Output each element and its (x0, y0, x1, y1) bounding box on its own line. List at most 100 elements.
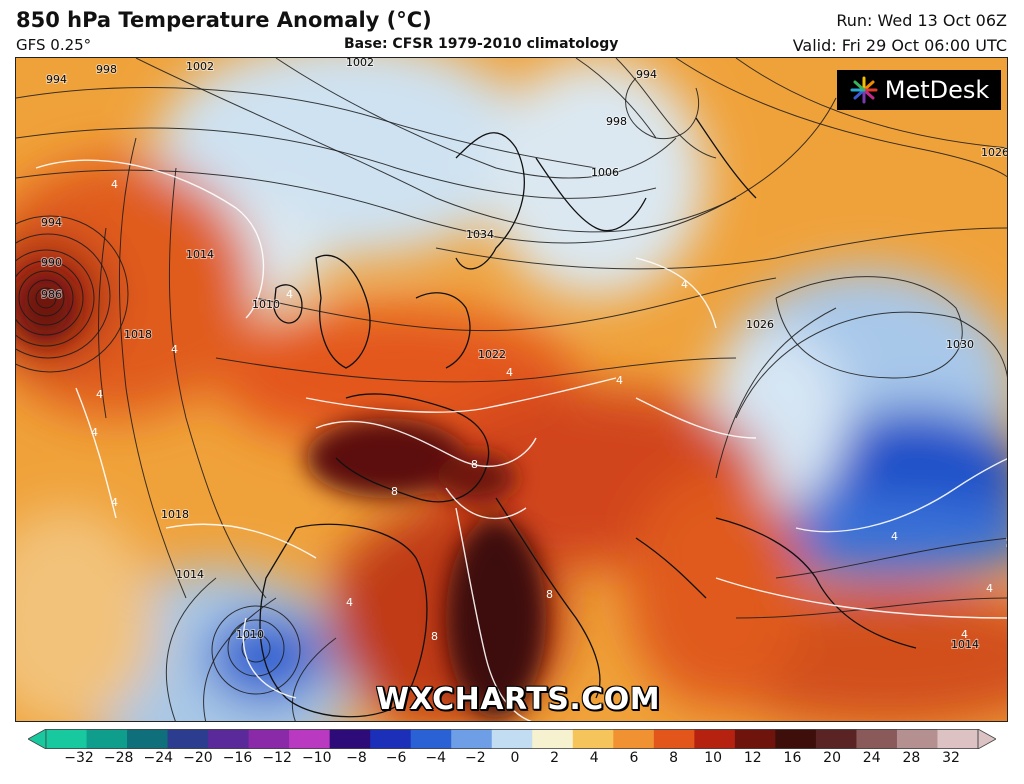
isobar-label: 1014 (176, 568, 204, 581)
colorbar-tick-label: 24 (862, 750, 881, 766)
colorbar-cell (775, 729, 817, 749)
isobar-label: 1010 (236, 628, 264, 641)
colorbar-tick-label: −6 (385, 750, 407, 766)
wxcharts-watermark: WXCHARTS.COM (376, 682, 661, 717)
colorbar-tick-label: −2 (465, 750, 486, 766)
anomaly-label: 4 (681, 278, 688, 291)
colorbar-cell (532, 729, 574, 749)
colorbar-cell (653, 729, 695, 749)
colorbar-tick-label: 6 (629, 750, 639, 766)
anomaly-label: 4 (286, 288, 293, 301)
colorbar-cell (815, 729, 857, 749)
anomaly-label: 4 (346, 596, 353, 609)
colorbar-cell (370, 729, 412, 749)
anomaly-label: 4 (91, 426, 98, 439)
isobar-label-halo: 1014 (951, 638, 979, 651)
colorbar-cell (491, 729, 533, 749)
colorbar-cell (410, 729, 452, 749)
isobar-label: 1018 (1006, 536, 1008, 549)
anomaly-label: 4 (96, 388, 103, 401)
isobar-label-halo: 1018 (161, 508, 189, 521)
isobar-label: 1002 (186, 60, 214, 73)
isobar-label: 1018 (161, 508, 189, 521)
anomaly-label: 8 (546, 588, 553, 601)
isobar-label: 1026 (746, 318, 774, 331)
isobar-label: 1030 (946, 338, 974, 351)
coastlines (259, 117, 917, 718)
model-label: GFS 0.25° (16, 36, 92, 54)
anomaly-label: 4 (961, 628, 968, 641)
colorbar-tick-label: −8 (346, 750, 367, 766)
colorbar-tick-label: 2 (550, 750, 560, 766)
isobars (16, 58, 1007, 721)
anomaly-label: 8 (391, 485, 398, 498)
isobar-label-halo: 1010 (252, 298, 280, 311)
colorbar-cell (734, 729, 776, 749)
colorbar-tick-label: 28 (902, 750, 921, 766)
colorbar-tick-label: −20 (183, 750, 213, 766)
anomaly-label: 4 (111, 496, 118, 509)
colorbar-cell (248, 729, 290, 749)
colorbar-tick-label: −4 (425, 750, 447, 766)
colorbar-tick-label: 12 (743, 750, 762, 766)
colorbar-cell (451, 729, 493, 749)
isobar-label-halo: 1014 (176, 568, 204, 581)
colorbar-tick-label: 8 (669, 750, 678, 766)
colorbar-cell (572, 729, 614, 749)
isobar-label: 1018 (124, 328, 152, 341)
colorbar-cells (28, 729, 996, 749)
colorbar-cell (937, 729, 979, 749)
colorbar (28, 729, 996, 749)
colorbar-cell (694, 729, 736, 749)
colorbar-cell (896, 729, 938, 749)
colorbar-cell (127, 729, 169, 749)
isobar-label-halo: 994 (46, 73, 67, 86)
anomaly-label: 8 (431, 630, 438, 643)
colorbar-tick-label: −16 (222, 750, 253, 766)
colorbar-cell (167, 729, 209, 749)
isobar-label-halo: 990 (41, 256, 62, 269)
anomaly-label: 4 (891, 530, 898, 543)
isobar-label-halo: 1014 (186, 248, 214, 261)
isobar-label: 1002 (346, 58, 374, 69)
isobar-label-halo: 998 (96, 63, 117, 76)
metdesk-logo: MetDesk (837, 70, 1001, 110)
valid-time-label: Valid: Fri 29 Oct 06:00 UTC (792, 36, 1007, 55)
colorbar-cell (856, 729, 898, 749)
isobar-label-halo: 998 (606, 115, 627, 128)
colorbar-cell (329, 729, 371, 749)
isobar-label: 1014 (951, 638, 979, 651)
isobar-label: 1006 (591, 166, 619, 179)
isobar-label: 990 (41, 256, 62, 269)
isobar-label: 1034 (466, 228, 494, 241)
isobar-label-halo: 1022 (478, 348, 506, 361)
isobar-label: 994 (636, 68, 657, 81)
anomaly-label: 4 (616, 374, 623, 387)
isobar-label-halo: 994 (636, 68, 657, 81)
isobar-label: 994 (41, 216, 62, 229)
isobar-label-halo: 1018 (1006, 536, 1008, 549)
isobar-label: 986 (41, 288, 62, 301)
isobar-label-halo: 1006 (591, 166, 619, 179)
anomaly-label: 4 (171, 343, 178, 356)
isobar-label-halo: 1030 (946, 338, 974, 351)
isobar-label-halo: 1010 (236, 628, 264, 641)
isobar-label: 1026 (981, 146, 1008, 159)
colorbar-tick-label: 32 (942, 750, 960, 766)
anomaly-label: 4 (506, 366, 513, 379)
colorbar-tick-label: 16 (783, 750, 802, 766)
isobar-label: 1022 (478, 348, 506, 361)
colorbar-tick-label: 10 (704, 750, 723, 766)
isobar-label: 994 (46, 73, 67, 86)
anomaly-label: 4 (986, 582, 993, 595)
colorbar-tick-label: −24 (143, 750, 174, 766)
anomaly-labels: 4 4 4 4 4 4 4 4 4 8 8 8 8 4 4 4 4 (91, 178, 993, 643)
colorbar-frame (45, 729, 979, 749)
colorbar-tick-label: −10 (302, 750, 332, 766)
colorbar-tick-label: −28 (103, 750, 134, 766)
colorbar-cell (86, 729, 128, 749)
isobar-label-halo: 986 (41, 288, 62, 301)
colorbar-max-arrow (977, 729, 996, 749)
